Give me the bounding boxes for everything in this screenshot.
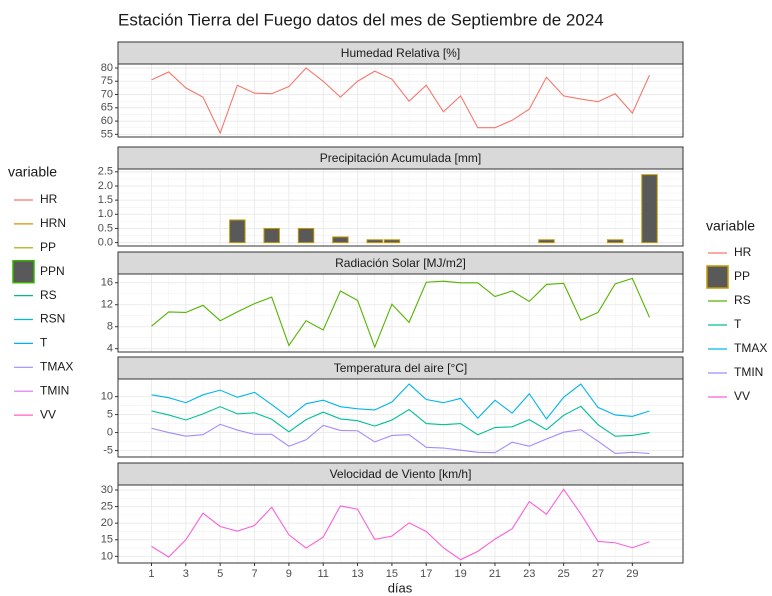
- legend-label: HR: [734, 245, 752, 259]
- y-tick-label: 80: [101, 62, 113, 74]
- x-tick-label: 27: [592, 568, 604, 580]
- y-tick-label: 2.0: [98, 180, 113, 192]
- bar: [606, 239, 624, 244]
- y-tick-label: 70: [101, 88, 113, 100]
- series-line: [151, 405, 650, 437]
- panel-border: [117, 63, 684, 138]
- bar: [297, 227, 315, 244]
- legend-label: PP: [734, 269, 750, 283]
- y-tick-label: 12: [101, 299, 113, 311]
- legend-label: TMIN: [734, 365, 763, 379]
- panel-border: [117, 168, 684, 247]
- y-tick-label: 10: [101, 391, 113, 403]
- legend-label: TMAX: [40, 359, 73, 373]
- bar: [263, 227, 280, 244]
- y-tick-label: 55: [101, 128, 113, 140]
- legend-label: PP: [40, 240, 56, 254]
- bar: [641, 174, 658, 244]
- y-tick-label: 65: [101, 102, 113, 114]
- legend-key: [12, 259, 35, 284]
- legend-label: VV: [734, 389, 750, 403]
- series-line: [151, 423, 650, 454]
- legend-label: RS: [40, 288, 57, 302]
- y-tick-label: 20: [101, 517, 113, 529]
- x-tick-label: 29: [626, 568, 638, 580]
- bar: [332, 236, 349, 244]
- bar: [538, 239, 555, 244]
- chart-title: Estación Tierra del Fuego datos del mes …: [118, 10, 604, 29]
- y-tick-label: 15: [101, 534, 113, 546]
- series-line: [151, 383, 650, 420]
- legend-label: RS: [734, 293, 751, 307]
- y-tick-label: -5: [103, 444, 113, 456]
- strip-title: Temperatura del aire [°C]: [334, 361, 468, 375]
- legend-label: HR: [40, 192, 58, 206]
- strip-title: Velocidad de Viento [km/h]: [330, 467, 472, 481]
- strip-title: Humedad Relativa [%]: [341, 46, 460, 60]
- bar: [229, 219, 246, 244]
- strip-title: Precipitación Acumulada [mm]: [320, 151, 481, 165]
- bar: [366, 239, 383, 244]
- legend-label: VV: [40, 407, 56, 421]
- legend-label: RSN: [40, 312, 65, 326]
- x-axis-label: días: [388, 580, 413, 595]
- legend-title: variable: [8, 164, 57, 180]
- legend-label: TMIN: [40, 383, 69, 397]
- series-line: [151, 277, 651, 349]
- legend-label: TMAX: [734, 341, 767, 355]
- y-tick-label: 16: [101, 277, 113, 289]
- y-tick-label: 75: [101, 75, 113, 87]
- x-tick-label: 15: [386, 568, 398, 580]
- y-tick-label: 0: [107, 426, 113, 438]
- x-tick-label: 3: [183, 568, 189, 580]
- legend-label: HRN: [40, 216, 66, 230]
- legend-title: variable: [706, 218, 755, 234]
- y-tick-label: 60: [101, 115, 113, 127]
- y-tick-label: 2.5: [98, 166, 113, 178]
- y-tick-label: 30: [101, 484, 113, 496]
- y-tick-label: 4: [107, 343, 113, 355]
- strip-title: Radiación Solar [MJ/m2]: [335, 256, 466, 270]
- legend-label: T: [40, 336, 48, 350]
- panel-border: [117, 273, 684, 353]
- legend-key: [706, 265, 729, 289]
- x-tick-label: 9: [286, 568, 292, 580]
- y-tick-label: 0.0: [98, 237, 113, 249]
- y-tick-label: 5: [107, 408, 113, 420]
- x-tick-label: 13: [351, 568, 363, 580]
- series-line: [151, 488, 650, 561]
- x-tick-label: 21: [489, 568, 501, 580]
- y-tick-label: 0.5: [98, 222, 113, 234]
- panel-border: [117, 484, 684, 564]
- legend-label: T: [734, 317, 742, 331]
- y-tick-label: 1.0: [98, 208, 113, 220]
- x-tick-label: 23: [523, 568, 535, 580]
- x-tick-label: 25: [558, 568, 570, 580]
- bar: [383, 239, 401, 244]
- x-tick-label: 1: [148, 568, 154, 580]
- x-tick-label: 11: [318, 568, 329, 580]
- x-tick-label: 7: [251, 568, 257, 580]
- y-tick-label: 1.5: [98, 194, 113, 206]
- legend-label: PPN: [40, 264, 65, 278]
- x-tick-label: 19: [454, 568, 466, 580]
- x-tick-label: 5: [217, 568, 223, 580]
- y-tick-label: 10: [101, 550, 113, 562]
- y-tick-label: 25: [101, 500, 113, 512]
- x-tick-label: 17: [420, 568, 432, 580]
- panel-border: [117, 378, 684, 458]
- series-line: [151, 67, 651, 135]
- y-tick-label: 8: [107, 321, 113, 333]
